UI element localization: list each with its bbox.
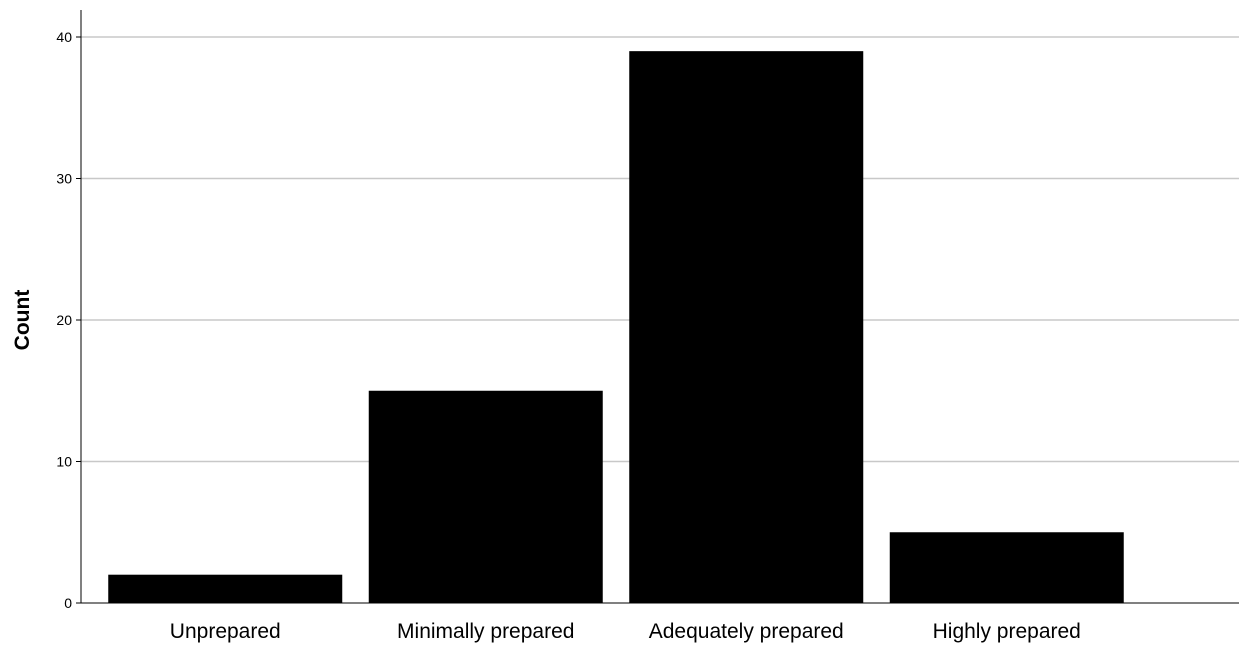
x-category-label: Unprepared (170, 620, 281, 643)
bar (368, 390, 603, 603)
y-tick-label: 40 (56, 29, 72, 45)
x-category-labels: Unprepared Minimally prepared Adequately p… (170, 620, 1081, 643)
bars (108, 51, 1124, 603)
y-tick-label: 10 (56, 454, 72, 470)
axes (80, 10, 1239, 604)
x-category-label: Adequately prepared (649, 620, 844, 643)
y-tick-label: 30 (56, 171, 72, 187)
y-tick-label: 0 (64, 595, 72, 611)
x-category-label: Highly prepared (933, 620, 1081, 643)
x-category-label: Minimally prepared (397, 620, 574, 643)
bar (889, 532, 1124, 603)
y-tick-label: 20 (56, 312, 72, 328)
bar (629, 51, 864, 603)
y-axis-title: Count (11, 290, 34, 351)
bar (108, 574, 343, 603)
y-tick-labels: 0 10 20 30 40 (56, 29, 72, 611)
